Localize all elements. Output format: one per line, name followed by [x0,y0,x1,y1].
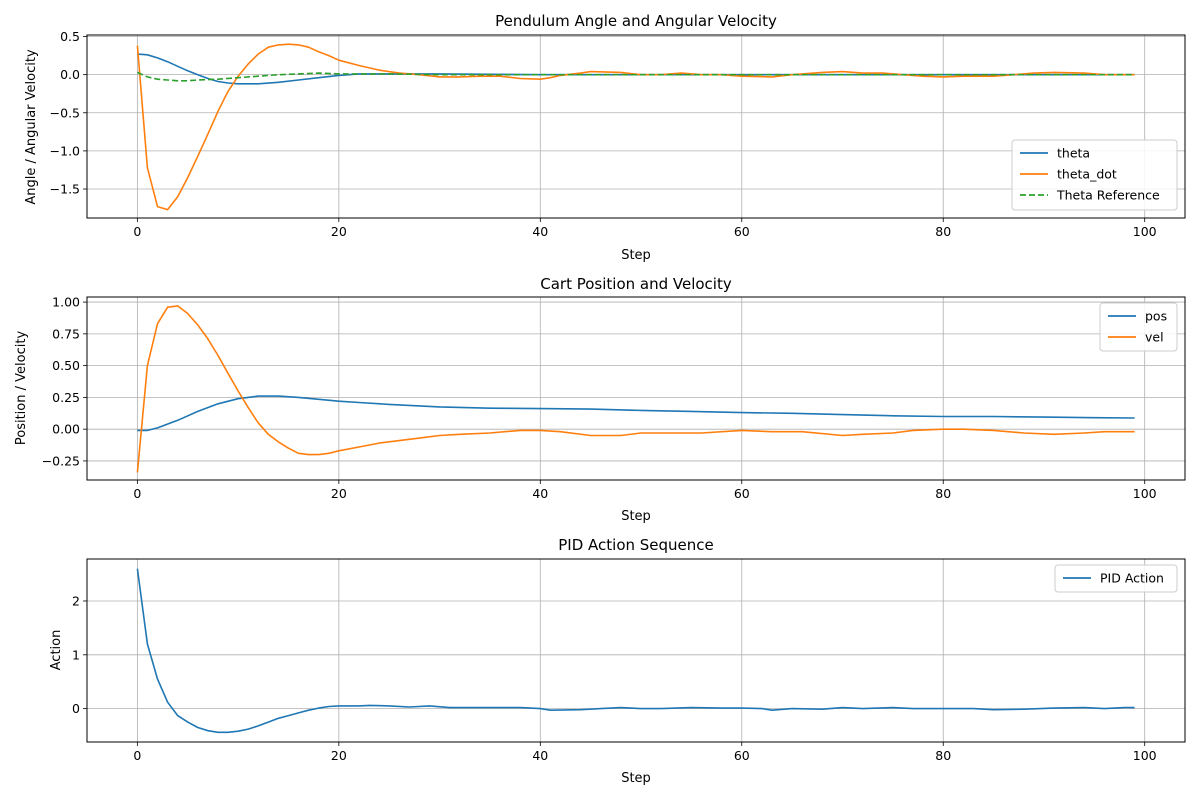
y-axis-label: Action [49,630,64,671]
x-tick-label: 40 [532,748,548,763]
series-line-theta-dot [136,43,1135,211]
x-tick-label: 80 [935,486,951,501]
x-tick-label: 60 [734,486,750,501]
plot-area [136,568,1135,734]
legend-box [1099,302,1178,352]
chart-title: Cart Position and Velocity [540,275,732,293]
x-tick-label: 100 [1133,224,1157,239]
grid [87,559,1185,742]
y-tick-label: −0.25 [42,453,80,468]
legend: pos vel [1099,302,1178,352]
panel-pid: PID Action Sequence 0 20 40 60 80 100 2 1 0 Ste… [49,536,1186,786]
grid [87,35,1185,218]
y-axis: 2 1 0 [72,593,87,716]
x-axis: 0 20 40 60 80 100 [133,742,1157,763]
grid [87,297,1185,480]
y-tick-label: −1.5 [50,182,80,197]
legend-label: theta [1057,146,1090,161]
x-tick-label: 60 [734,748,750,763]
y-tick-label: 0.0 [60,67,80,82]
series-line-theta-reference [137,71,1135,82]
series-line-pos [137,395,1135,432]
legend-label: Theta Reference [1056,188,1160,203]
y-tick-label: 1 [72,647,80,662]
axes-frame [86,558,1186,743]
plot-area [136,43,1135,211]
x-tick-label: 20 [331,748,347,763]
y-tick-label: 0.00 [52,422,80,437]
x-tick-label: 0 [133,486,141,501]
y-tick-label: 0.5 [60,29,80,44]
y-axis: 1.00 0.75 0.50 0.25 0.00 −0.25 [42,295,87,468]
y-tick-label: 0.25 [52,390,80,405]
x-tick-label: 100 [1133,486,1157,501]
x-tick-label: 60 [734,224,750,239]
x-tick-label: 0 [133,748,141,763]
chart-title: Pendulum Angle and Angular Velocity [495,12,777,30]
series-line-vel [136,305,1135,473]
x-tick-label: 20 [331,486,347,501]
x-tick-label: 40 [532,486,548,501]
x-tick-label: 0 [133,224,141,239]
x-axis-label: Step [621,771,651,786]
y-axis-label: Angle / Angular Velocity [24,49,39,205]
panel-cart: Cart Position and Velocity 0 20 40 60 80 100 … [14,275,1186,524]
x-axis: 0 20 40 60 80 100 [133,218,1157,239]
legend-box [1011,139,1178,211]
x-tick-label: 20 [331,224,347,239]
x-axis: 0 20 40 60 80 100 [133,480,1157,501]
y-tick-label: 0 [72,701,80,716]
y-axis-label: Position / Velocity [14,331,29,446]
x-axis-label: Step [621,509,651,524]
axes-frame [86,34,1186,219]
legend-label: pos [1145,309,1167,324]
x-tick-label: 80 [935,224,951,239]
y-tick-label: 1.00 [52,295,80,310]
x-tick-label: 100 [1133,748,1157,763]
x-axis-label: Step [621,248,651,263]
panel-pendulum: Pendulum Angle and Angular Velocity 0 20 4… [24,12,1186,263]
y-tick-label: −1.0 [50,143,80,158]
y-tick-label: 0.75 [52,326,80,341]
legend-label: vel [1145,330,1164,345]
x-tick-label: 80 [935,748,951,763]
y-tick-label: 2 [72,593,80,608]
legend-box [1054,564,1178,593]
y-tick-label: 0.50 [52,358,80,373]
plot-area [136,305,1135,473]
legend-label: PID Action [1100,571,1164,586]
y-axis: 0.5 0.0 −0.5 −1.0 −1.5 [50,29,87,197]
y-tick-label: −0.5 [50,105,80,120]
legend-label: theta_dot [1057,167,1117,182]
legend: PID Action [1054,564,1178,593]
x-tick-label: 40 [532,224,548,239]
legend: theta theta_dot Theta Reference [1011,139,1178,211]
chart-title: PID Action Sequence [558,536,714,554]
axes-frame [86,296,1186,481]
series-line-pid-action [136,568,1135,734]
